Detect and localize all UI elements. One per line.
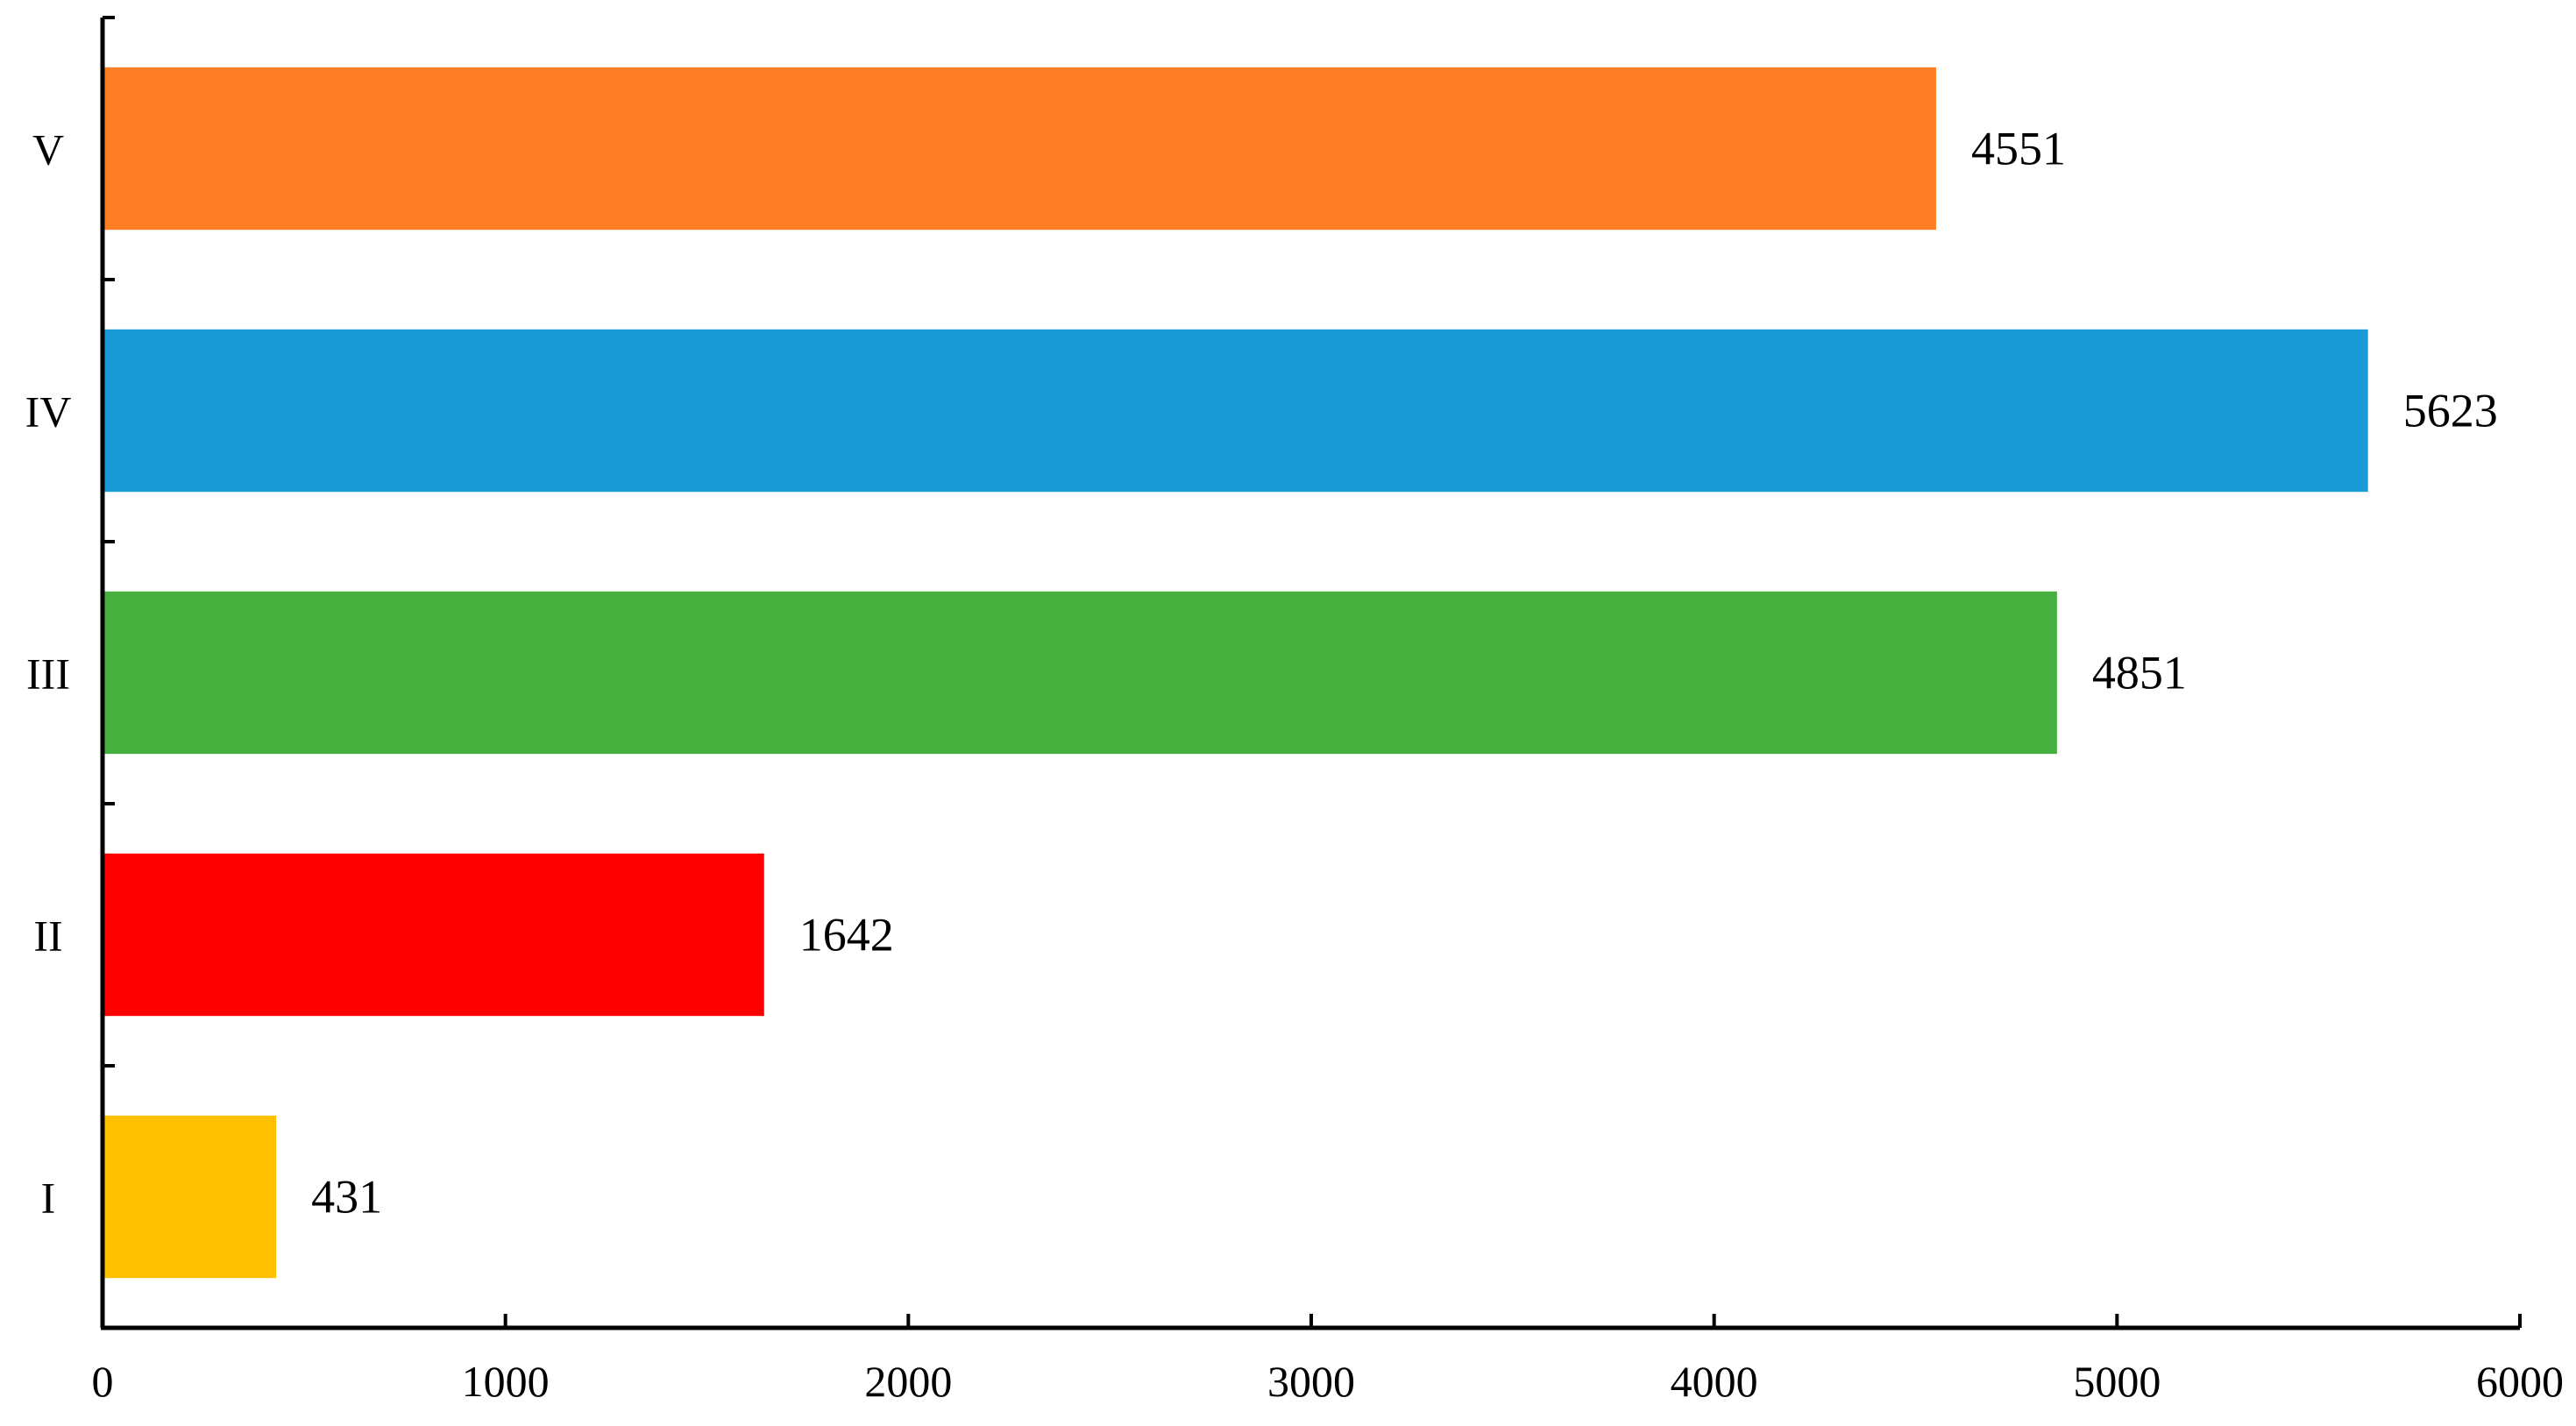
data-label-iii: 4851 — [2092, 647, 2187, 699]
data-label-i: 431 — [311, 1171, 382, 1224]
bar-v — [103, 67, 1936, 231]
category-label-iii: III — [26, 649, 70, 699]
x-tick-label: 3000 — [1267, 1357, 1355, 1406]
x-tick-label: 2000 — [864, 1357, 952, 1406]
x-tick-label: 5000 — [2073, 1357, 2161, 1406]
bar-iv — [103, 329, 2368, 493]
bar-ii — [103, 853, 764, 1017]
category-label-i: I — [41, 1174, 56, 1223]
data-labels-layer: 431 I 1642 II 4851 III 5623 IV 4551 V — [25, 123, 2498, 1224]
x-tick-label: 1000 — [462, 1357, 550, 1406]
category-label-ii: II — [33, 912, 62, 961]
bar-i — [103, 1115, 277, 1279]
data-label-iv: 5623 — [2403, 385, 2498, 437]
x-tick-label: 0 — [92, 1357, 114, 1406]
x-tick-label: 4000 — [1671, 1357, 1758, 1406]
bars-layer — [103, 67, 2368, 1279]
x-tick-label: 6000 — [2476, 1357, 2564, 1406]
category-label-iv: IV — [25, 387, 72, 436]
category-label-v: V — [32, 125, 64, 174]
axes-layer: 0 1000 2000 3000 4000 5000 6000 — [92, 16, 2564, 1406]
bar-iii — [103, 591, 2057, 755]
data-label-ii: 1642 — [799, 909, 894, 961]
data-label-v: 4551 — [1971, 123, 2066, 175]
